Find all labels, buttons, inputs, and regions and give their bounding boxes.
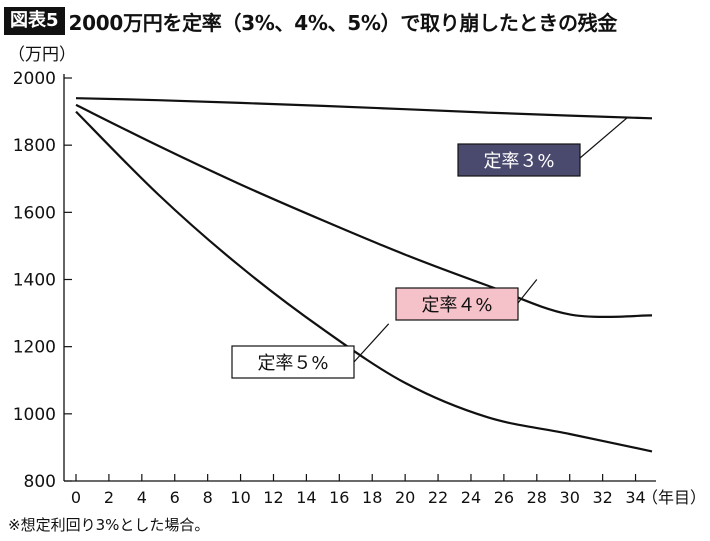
x-tick-label: 2 (104, 488, 114, 507)
x-tick-label: 26 (494, 488, 514, 507)
x-tick-label: 28 (527, 488, 547, 507)
x-tick-label: 0 (71, 488, 81, 507)
x-tick-label: 12 (263, 488, 283, 507)
y-axis-unit-label: （万円） (8, 45, 76, 65)
y-tick-label: 2000 (13, 69, 56, 89)
x-tick-label: 20 (395, 488, 415, 507)
footnote: ※想定利回り3%とした場合。 (8, 516, 210, 534)
series-label-leader (579, 117, 628, 159)
x-tick-label: 16 (329, 488, 349, 507)
series-label: 定率４% (421, 295, 492, 316)
series-line-4pct (75, 103, 653, 318)
series-label-box (457, 143, 581, 177)
x-tick-label: 6 (170, 488, 180, 507)
series-label-leader (353, 323, 390, 363)
x-tick-label: 22 (428, 488, 448, 507)
chart-title: 2000万円を定率（3%、4%、5%）で取り崩したときの残金 (68, 10, 618, 35)
x-tick-label: 34 (625, 488, 645, 507)
x-tick-label: 8 (203, 488, 213, 507)
y-tick-label: 1600 (13, 203, 56, 223)
series-label-leader (517, 279, 538, 304)
x-tick-label: 10 (230, 488, 250, 507)
y-tick-label: 1200 (13, 338, 56, 358)
y-tick-label: 1800 (13, 136, 56, 156)
series-label: 定率３% (483, 151, 554, 172)
y-tick-label: 800 (24, 472, 56, 492)
x-tick-label: 24 (461, 488, 481, 507)
x-tick-label: 32 (592, 488, 612, 507)
x-tick-label: 14 (296, 488, 316, 507)
series-label-box (231, 345, 355, 379)
x-tick-label: 30 (560, 488, 580, 507)
x-tick-label: 18 (362, 488, 382, 507)
y-tick-label: 1400 (13, 271, 56, 291)
series-label-box (395, 287, 519, 321)
chart-header: 図表5 2000万円を定率（3%、4%、5%）で取り崩したときの残金 (4, 6, 617, 36)
x-axis-label: （年目） (642, 488, 706, 507)
series-line-3pct (75, 97, 653, 120)
series-label: 定率５% (257, 353, 328, 374)
y-tick-label: 1000 (13, 405, 56, 425)
figure-badge: 図表5 (4, 7, 65, 35)
x-tick-label: 4 (137, 488, 147, 507)
